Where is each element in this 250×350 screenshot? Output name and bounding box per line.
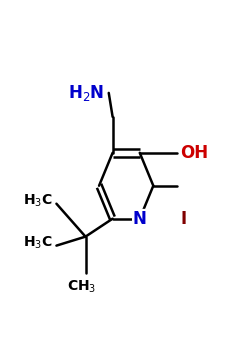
Text: H$_3$C: H$_3$C xyxy=(23,193,52,209)
Text: CH$_3$: CH$_3$ xyxy=(67,279,96,295)
Text: H$_3$C: H$_3$C xyxy=(23,234,52,251)
Text: H$_2$N: H$_2$N xyxy=(68,83,105,103)
Text: OH: OH xyxy=(180,144,208,162)
Text: I: I xyxy=(180,210,186,228)
Text: N: N xyxy=(133,210,147,228)
